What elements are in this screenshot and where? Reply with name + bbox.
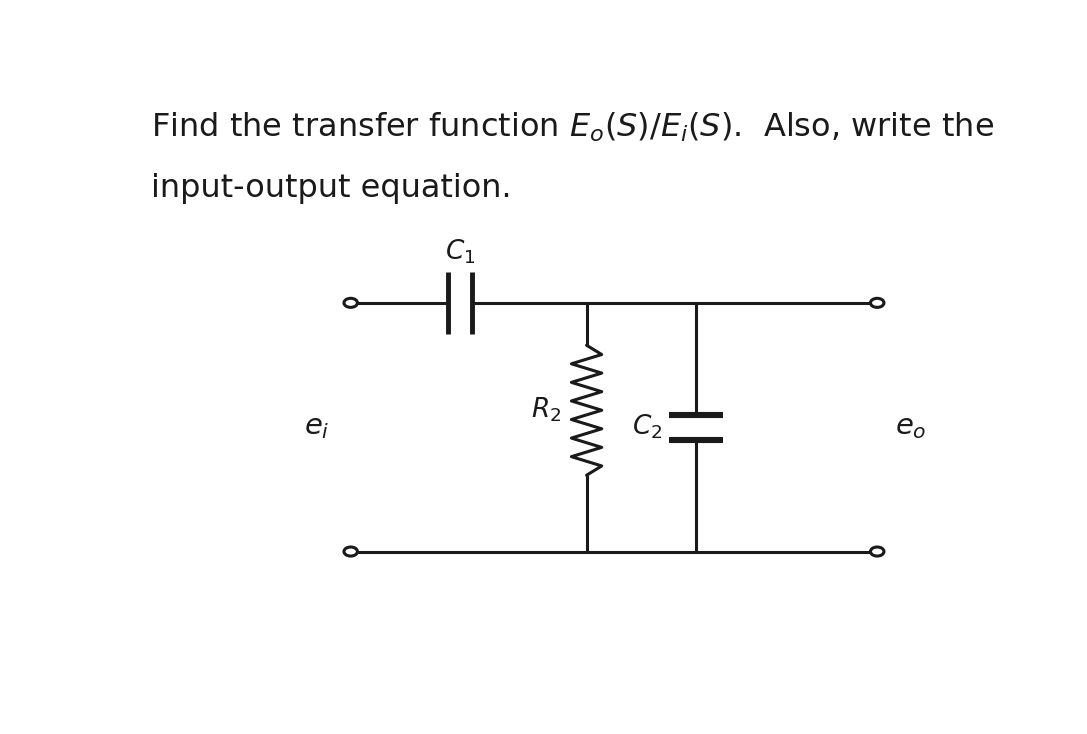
Text: $C_2$: $C_2$	[632, 413, 662, 441]
Text: $C_1$: $C_1$	[445, 238, 475, 266]
Circle shape	[343, 298, 358, 308]
Circle shape	[343, 547, 358, 556]
Circle shape	[871, 547, 884, 556]
Text: $e_o$: $e_o$	[896, 413, 926, 441]
Text: input-output equation.: input-output equation.	[151, 173, 512, 204]
Text: $R_2$: $R_2$	[530, 396, 561, 424]
Text: $e_i$: $e_i$	[304, 413, 329, 441]
Text: Find the transfer function $E_o(S)/E_i(S)$.  Also, write the: Find the transfer function $E_o(S)/E_i(S…	[151, 111, 995, 144]
Circle shape	[871, 298, 884, 308]
